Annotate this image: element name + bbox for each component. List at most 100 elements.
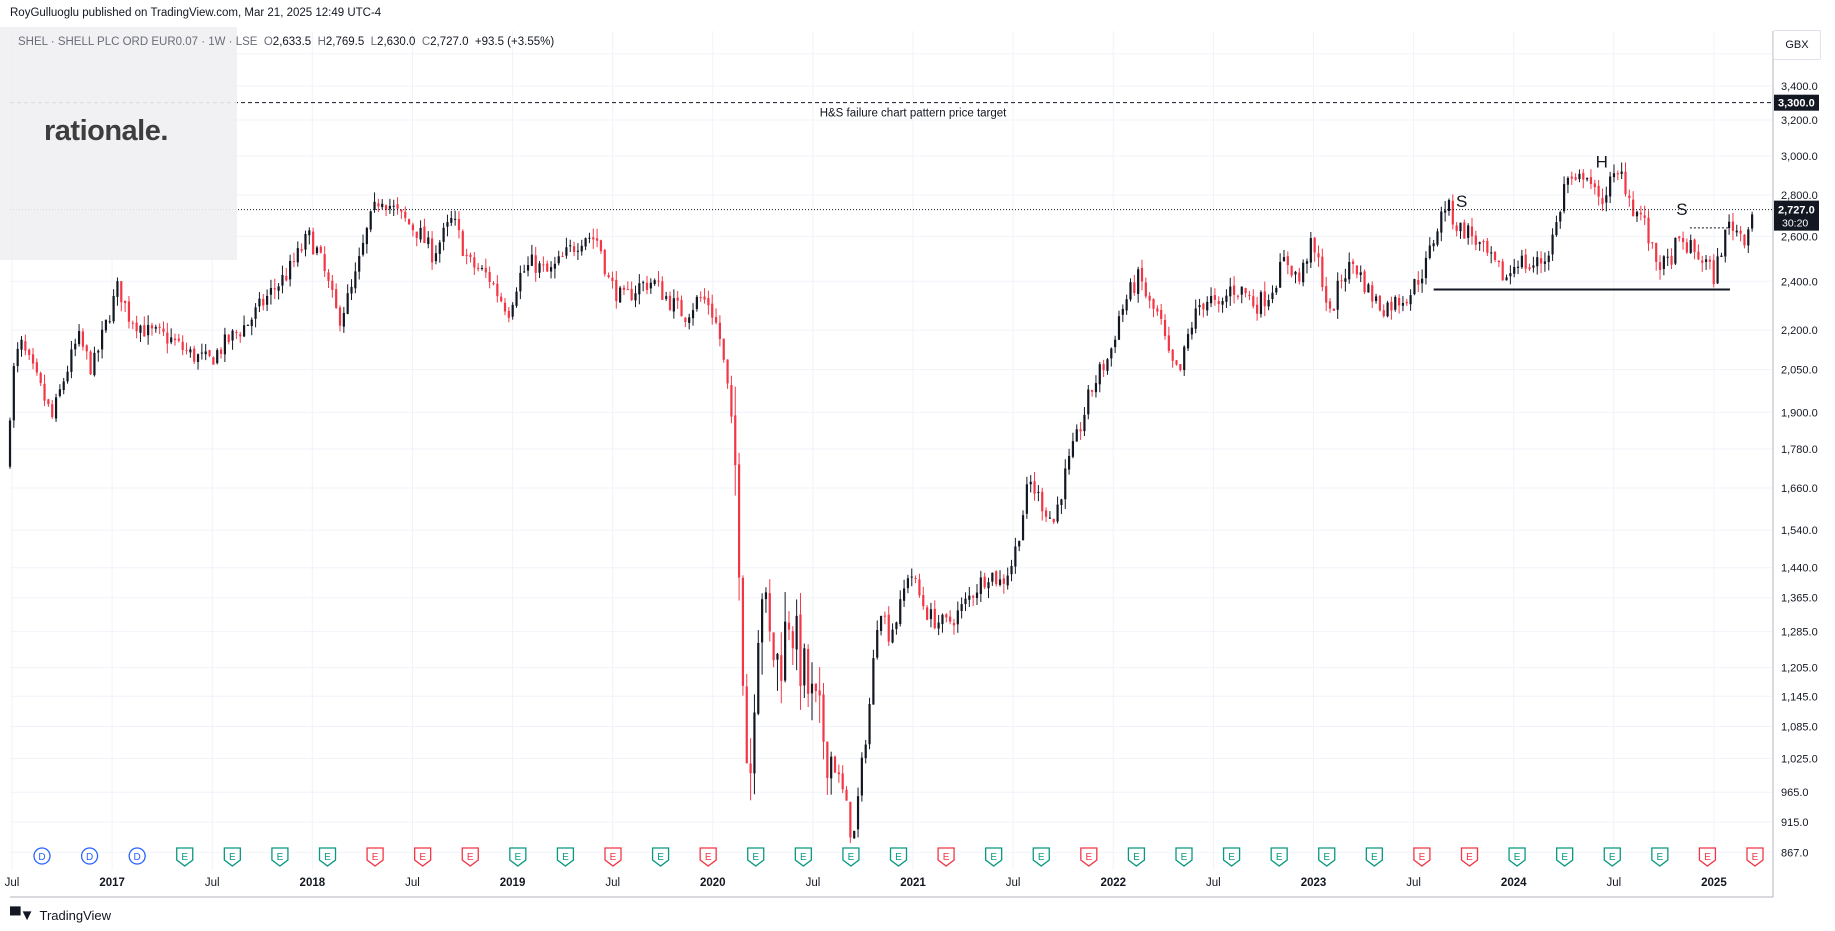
price-tick-label: 1,365.0: [1781, 593, 1818, 605]
candle-body: [488, 272, 491, 283]
price-tick-label: 3,000.0: [1781, 151, 1818, 163]
event-letter: E: [1656, 852, 1663, 863]
rationale-logo: rationale.: [44, 115, 168, 147]
candle-body: [910, 576, 913, 578]
candle-body: [1528, 267, 1531, 270]
candle-body: [477, 267, 480, 270]
candle-body: [1144, 282, 1147, 297]
candle-body: [1612, 173, 1616, 178]
candle-body: [1735, 230, 1738, 233]
candle-body: [902, 588, 906, 601]
candle-body: [1075, 429, 1078, 442]
candle-body: [918, 579, 921, 596]
candle-body: [726, 359, 729, 384]
candle-body: [289, 260, 292, 280]
candle-body: [1574, 177, 1577, 180]
candle-body: [688, 317, 691, 323]
price-tick-label: 1,900.0: [1781, 407, 1818, 419]
candle-body: [1467, 225, 1470, 238]
candle-body: [239, 334, 242, 337]
candle-body: [8, 420, 12, 467]
candle-body: [1056, 504, 1059, 522]
candle-body: [542, 264, 545, 266]
candle-body: [818, 690, 821, 696]
time-tick-label: 2020: [700, 877, 726, 889]
candle-body: [949, 616, 952, 622]
candle-body: [780, 655, 783, 681]
candle-body: [657, 280, 660, 282]
candle-body: [1202, 303, 1205, 310]
candle-body: [189, 349, 192, 353]
candle-body: [116, 281, 119, 297]
target-price-tag: [1774, 94, 1819, 111]
candle-body: [331, 280, 334, 290]
candle-body: [454, 218, 457, 220]
candle-body: [1639, 212, 1642, 215]
candle-body: [534, 255, 537, 273]
earnings-event-icon: [1413, 847, 1431, 867]
candle-body: [668, 295, 672, 310]
candle-body: [1674, 237, 1677, 264]
candle-body: [975, 592, 979, 599]
candle-body: [1163, 319, 1167, 337]
price-tick-label: 1,780.0: [1781, 444, 1818, 456]
candle-body: [185, 350, 188, 352]
event-letter: E: [1276, 852, 1283, 863]
open-value: 2,633.5: [272, 36, 312, 48]
candle-body: [473, 257, 476, 268]
candle-body: [438, 242, 441, 254]
earnings-event-icon: [1508, 847, 1526, 867]
candle-body: [1282, 257, 1286, 262]
tradingview-brand[interactable]: ▀▼ TradingView: [10, 907, 111, 924]
time-tick-label: 2023: [1301, 877, 1327, 889]
currency-selector[interactable]: GBX: [1773, 30, 1821, 60]
candle-body: [1417, 279, 1420, 285]
candle-body: [1470, 226, 1474, 237]
candle-body: [1486, 240, 1489, 253]
candle-body: [1678, 236, 1681, 239]
candle-body: [1302, 262, 1305, 283]
price-tick-label: 3,400.0: [1781, 81, 1818, 93]
candle-body: [97, 350, 100, 353]
candle-body: [1444, 210, 1447, 213]
candle-body: [1313, 237, 1316, 253]
event-letter: E: [467, 852, 474, 863]
candle-body: [1390, 301, 1393, 311]
candle-body: [51, 404, 54, 418]
candle-body: [914, 578, 917, 580]
candle-body: [465, 254, 468, 256]
event-letter: D: [134, 852, 141, 863]
candle-body: [960, 604, 963, 611]
candle-body: [699, 297, 702, 299]
candle-body: [1731, 221, 1735, 231]
candle-body: [1605, 195, 1608, 203]
candle-body: [177, 338, 180, 341]
candle-body: [772, 632, 775, 661]
candle-body: [826, 741, 829, 778]
candle-body: [803, 648, 806, 686]
earnings-event-icon: [1460, 847, 1479, 867]
time-tick-label: Jul: [605, 877, 620, 889]
earnings-event-icon: [1032, 847, 1050, 867]
candle-body: [1221, 301, 1224, 305]
candle-body: [883, 615, 886, 617]
candle-body: [1394, 296, 1397, 310]
candle-body: [922, 595, 925, 607]
candle-body: [1421, 278, 1424, 284]
price-tick-label: 1,025.0: [1781, 753, 1818, 765]
candle-body: [1509, 273, 1512, 277]
candle-body: [1160, 309, 1163, 319]
candle-body: [665, 296, 668, 299]
candle-body: [300, 249, 303, 251]
candle-body: [1355, 265, 1358, 275]
candle-body: [1079, 429, 1082, 432]
candle-body: [292, 261, 296, 263]
candle-body: [1597, 185, 1600, 197]
price-tick-label: 2,400.0: [1781, 276, 1818, 288]
candle-body: [246, 324, 250, 326]
candle-body: [1651, 242, 1654, 244]
candle-body: [1298, 272, 1301, 282]
candle-body: [638, 283, 641, 295]
candle-body: [143, 325, 146, 337]
